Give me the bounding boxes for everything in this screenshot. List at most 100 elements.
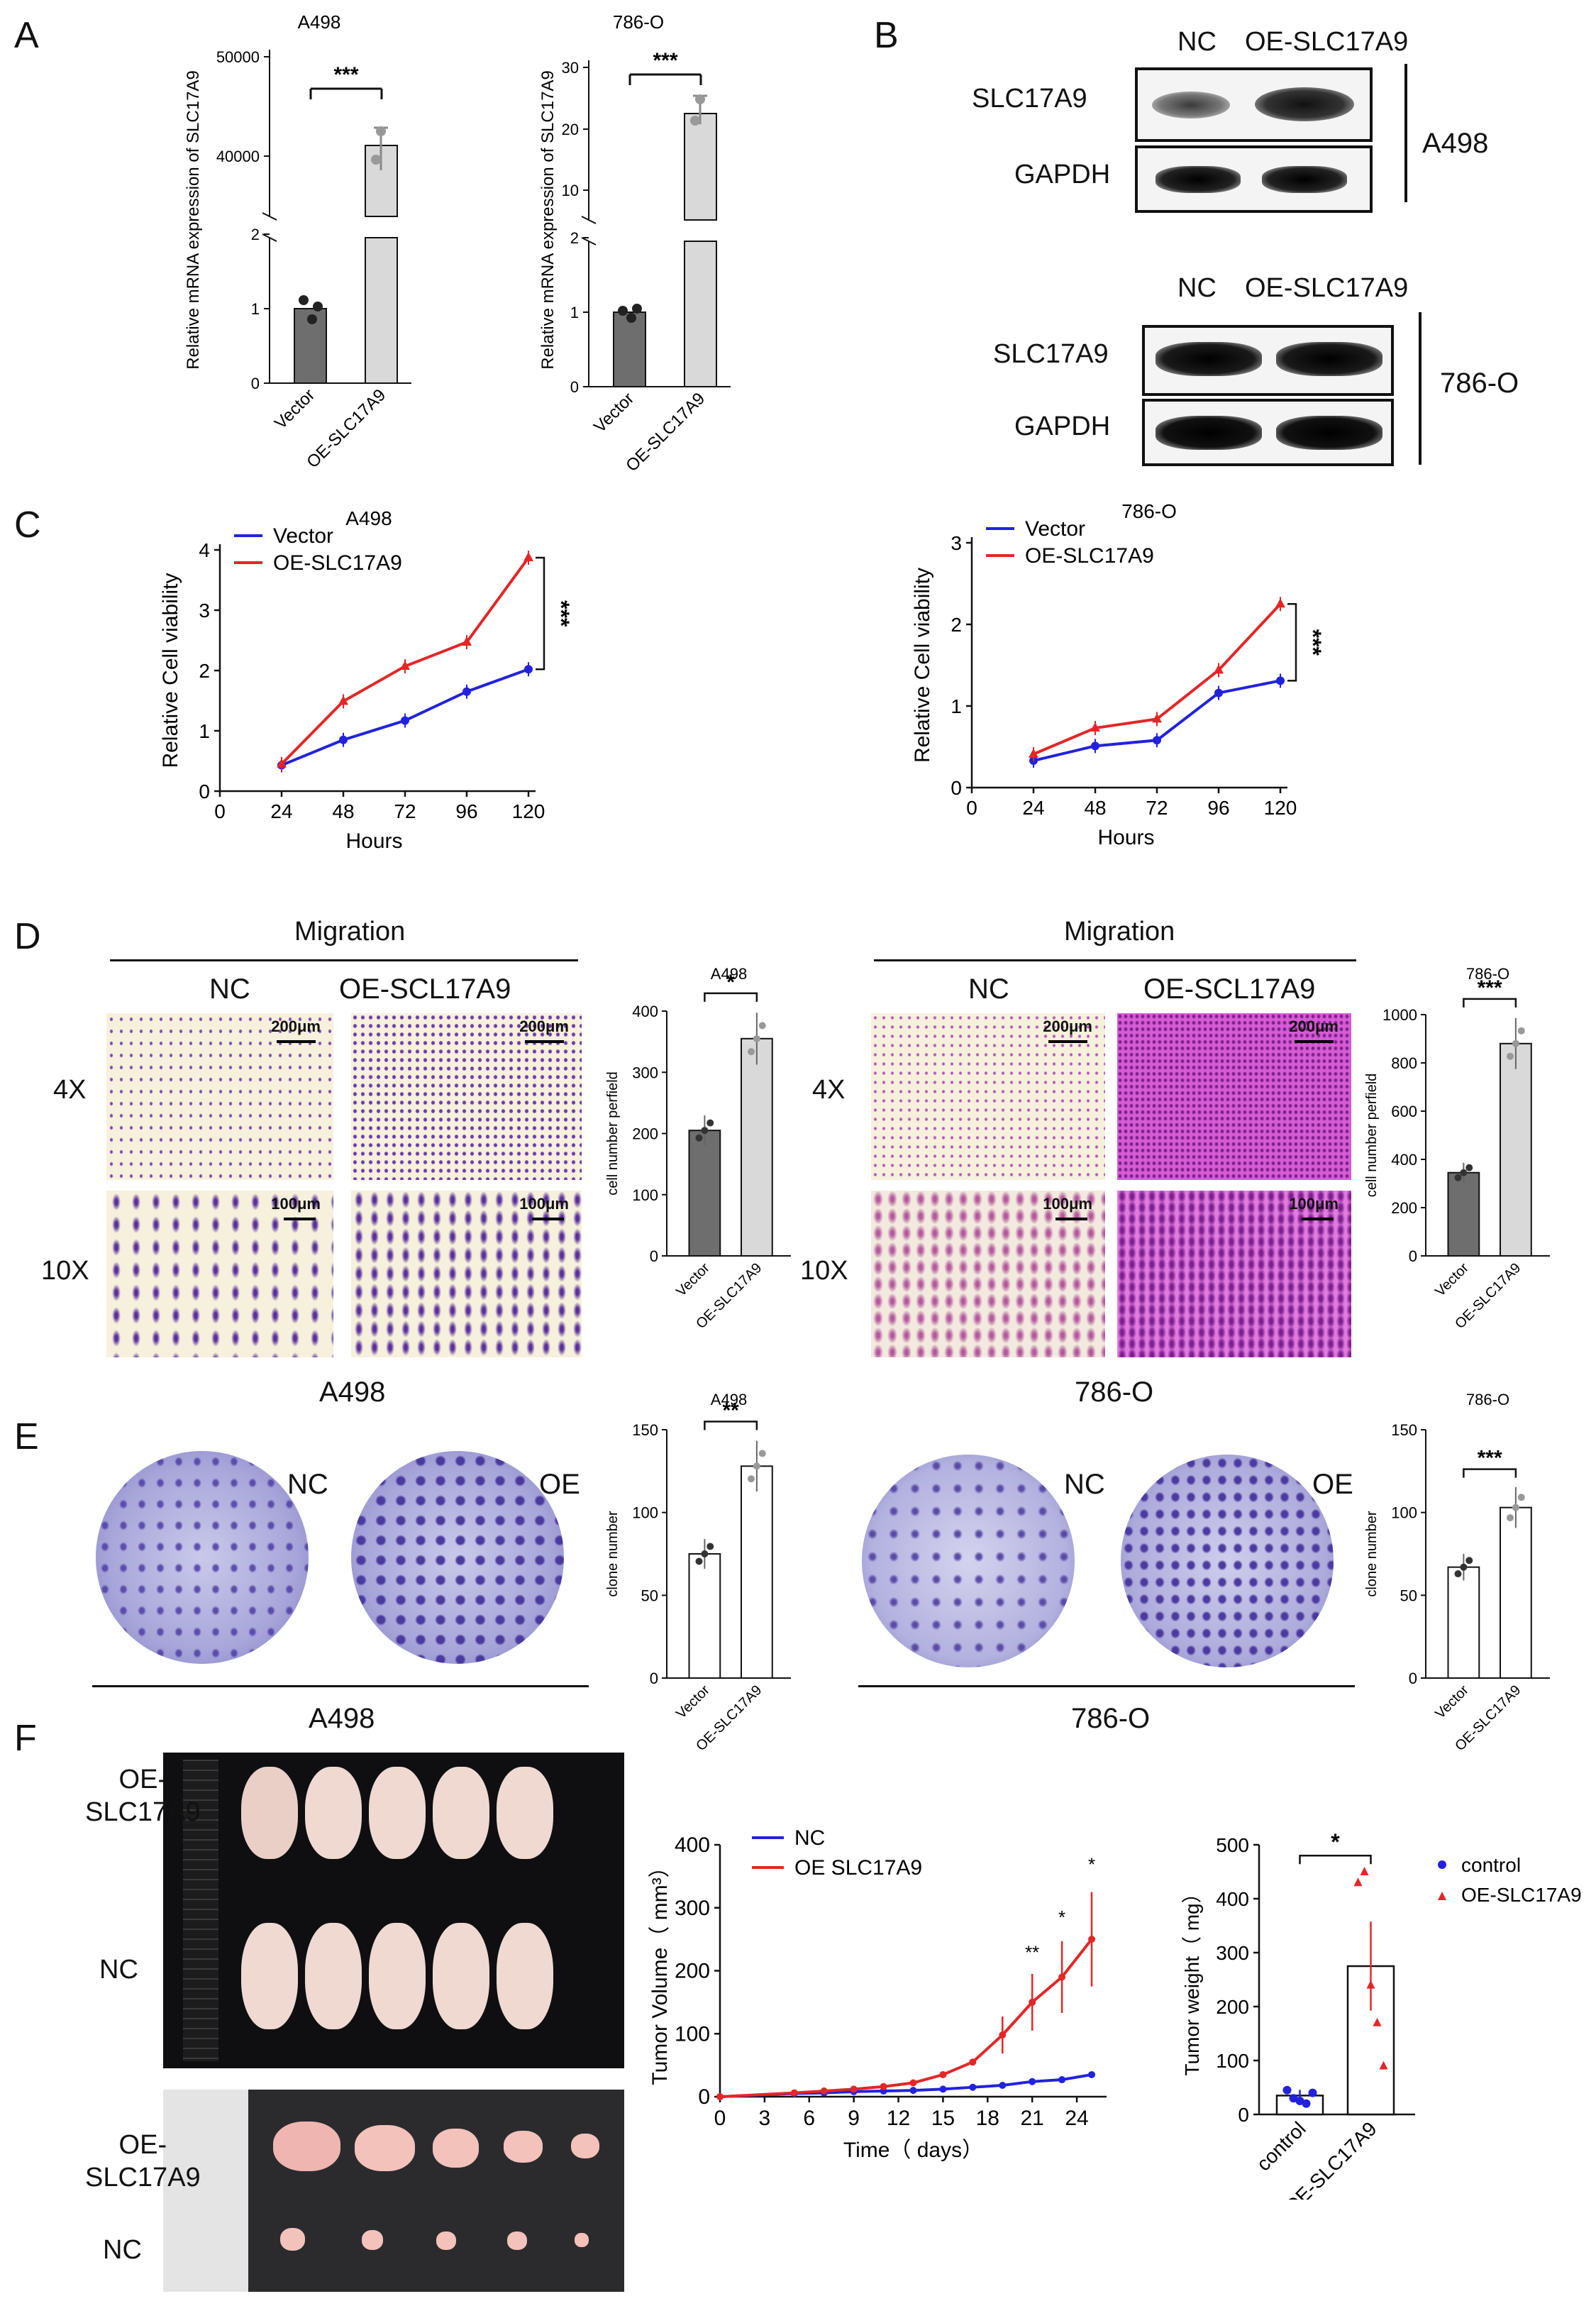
- scale-bar: [532, 1218, 564, 1220]
- y-tick-label: 3: [199, 600, 210, 622]
- data-point: [1454, 1174, 1462, 1181]
- panelB-bottom-bracket: [1419, 312, 1422, 465]
- y-tick-label: 1: [951, 695, 962, 717]
- y-tick-label: 0: [650, 1670, 658, 1687]
- x-axis-label: Time（ days）: [843, 2139, 983, 2162]
- y-tick-label: 1000: [1382, 1006, 1417, 1024]
- panelA-a498-yticks: 50000 40000 2 1 0: [216, 48, 270, 392]
- y-tick-label: 300: [675, 1897, 710, 1920]
- data-point: [753, 1462, 760, 1470]
- data-point: [1517, 1027, 1525, 1035]
- mouse: [497, 1767, 553, 1859]
- x-tick-label: Vector: [673, 1260, 713, 1300]
- y-tick-label: 200: [1216, 1996, 1249, 2018]
- panel-letter-e: E: [14, 1416, 39, 1457]
- significance-label: ***: [548, 600, 574, 627]
- y-tick-label: 400: [675, 1833, 710, 1857]
- panelB-lane-oe-2: OE-SLC17A9: [1245, 273, 1409, 303]
- significance-label: ***: [1478, 976, 1502, 1000]
- panelA-a498-xtick: Vector: [271, 385, 318, 433]
- y-tick-label: 2: [951, 614, 962, 636]
- panelA-chart-a498: A498 Relative mRNA expression of SLC17A9…: [184, 11, 411, 472]
- data-point: [850, 2085, 858, 2093]
- x-tick-label: 120: [512, 800, 545, 822]
- mouse: [497, 1923, 553, 2029]
- tumor: [280, 2228, 305, 2251]
- panel-letter-b: B: [874, 15, 899, 56]
- scale-label: 100μm: [1043, 1195, 1092, 1213]
- x-tick-label: 48: [1084, 797, 1106, 819]
- panelE-label-nc-right: NC: [1064, 1469, 1105, 1500]
- panelB-bottom-blot-slc17a9: [1142, 325, 1394, 396]
- panelD-heading-left: Migration: [294, 917, 406, 947]
- legend-label: NC: [794, 1826, 825, 1850]
- panelD-img-786o-oe-4x: 200μm: [1117, 1013, 1351, 1180]
- y-tick-label: 200: [675, 1960, 710, 1983]
- x-tick-label: 0: [714, 2107, 726, 2130]
- data-point: [1360, 1867, 1369, 1875]
- x-tick-label: 21: [1021, 2107, 1044, 2130]
- x-tick-label: 24: [1022, 797, 1044, 819]
- panelD-col-oe-right: OE-SCL17A9: [1143, 973, 1316, 1005]
- panelA-a498-ytick: 1: [251, 300, 260, 318]
- panelB-top-cell: A498: [1422, 128, 1489, 159]
- data-point: [758, 1022, 766, 1030]
- panelF-mice-row-oe: OE- SLC17A9: [85, 1765, 201, 1827]
- legend-label: OE-SLC17A9: [1461, 1884, 1582, 1906]
- panelE-cell-right: 786-O: [1071, 1703, 1151, 1734]
- panel-letter-c: C: [14, 504, 41, 546]
- chart-title: 786-O: [1466, 1391, 1509, 1408]
- significance-label: **: [722, 1399, 739, 1423]
- y-tick-label: 100: [632, 1504, 658, 1522]
- panelA-786o-significance: ***: [653, 49, 677, 72]
- scale-label: 200μm: [1043, 1017, 1092, 1035]
- scale-label: 100μm: [1289, 1195, 1339, 1213]
- panelB-bottom-cell: 786-O: [1440, 368, 1519, 399]
- panelA-a498-ytick: 40000: [216, 148, 260, 165]
- legend-label: OE SLC17A9: [794, 1856, 922, 1880]
- data-point: [790, 2089, 798, 2097]
- y-tick-label: 0: [650, 1247, 658, 1265]
- x-tick-label: 18: [976, 2107, 999, 2130]
- significance-label: ***: [1478, 1447, 1502, 1470]
- x-tick-label: 96: [455, 800, 477, 822]
- data-point: [1029, 1998, 1036, 2006]
- x-tick-label: 0: [966, 797, 977, 819]
- ruler: [183, 1760, 218, 2061]
- tumor: [571, 2134, 599, 2158]
- panelF-mice-photo: [163, 1753, 624, 2068]
- panel-letter-d: D: [14, 916, 41, 957]
- data-point: [1276, 676, 1285, 685]
- data-point: [1512, 1504, 1519, 1511]
- data-point: [1308, 2088, 1317, 2097]
- panelD-img-a498-oe-4x: 200μm: [351, 1013, 582, 1180]
- panelC-chart-786o: 786-O 0 1 2 3 0 24 48 72 96 120 Hours Relative Cell …: [911, 500, 1326, 849]
- data-point: [1460, 1563, 1468, 1571]
- panelB-bottom-blot-gapdh: [1142, 399, 1394, 466]
- data-point: [939, 2085, 947, 2093]
- significance-label: *: [1331, 1829, 1340, 1855]
- data-point: [1289, 2094, 1298, 2103]
- data-point: [820, 2087, 828, 2095]
- data-point: [1366, 1980, 1375, 1989]
- panel-letter-a: A: [14, 15, 39, 56]
- x-tick-label: 3: [759, 2107, 771, 2130]
- data-point: [1029, 748, 1038, 758]
- data-point: [1091, 741, 1099, 751]
- chart-title: A498: [345, 507, 392, 529]
- data-point: [1282, 2085, 1292, 2095]
- y-axis-label: Relative Cell viability: [159, 573, 182, 768]
- series-line-0: [719, 2073, 1092, 2098]
- x-tick-label: 0: [214, 800, 226, 822]
- y-tick-label: 50: [641, 1587, 658, 1604]
- scale-bar: [277, 1040, 316, 1043]
- panelE-plate-786o-nc: [862, 1455, 1075, 1667]
- data-point: [1302, 2099, 1311, 2108]
- data-point: [1090, 722, 1100, 732]
- legend-swatch: [1438, 1860, 1446, 1869]
- panelF-volume-chart: 0 100 200 300 400 0 3 6 9 12 15 18 21 24 Time（ days） Tu…: [648, 1826, 1107, 2162]
- scale-bar: [1048, 1040, 1087, 1043]
- y-tick-label: 400: [1216, 1888, 1249, 1910]
- panelB-top-row2: GAPDH: [1014, 160, 1111, 189]
- y-axis-label: clone number: [605, 1511, 621, 1597]
